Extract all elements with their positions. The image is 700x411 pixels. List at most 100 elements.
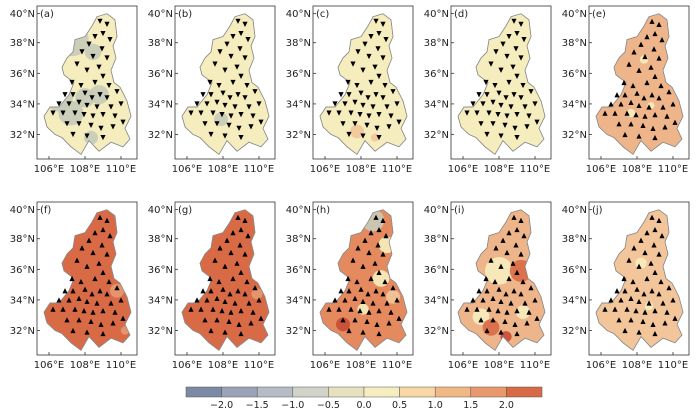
station-marker [90, 113, 96, 119]
lat-tick-label: 32°N [10, 326, 35, 337]
station-marker [636, 298, 642, 305]
station-marker [216, 278, 222, 285]
station-marker [524, 320, 530, 326]
station-marker [219, 112, 225, 118]
station-marker [97, 214, 103, 220]
station-marker [631, 49, 637, 55]
station-marker [70, 327, 76, 334]
station-marker [208, 131, 214, 138]
station-marker [498, 263, 504, 269]
station-marker [373, 288, 379, 294]
station-marker [534, 119, 540, 125]
station-marker [514, 30, 520, 37]
station-marker [514, 269, 520, 275]
colorbar-tick-label: −1.0 [281, 400, 304, 411]
station-marker [120, 119, 126, 125]
station-marker [641, 291, 647, 297]
station-marker [66, 101, 72, 107]
panel-frame [312, 201, 414, 356]
station-marker [86, 237, 92, 243]
station-marker [474, 306, 480, 312]
lon-tick-label: 108°E [208, 360, 238, 371]
station-marker [114, 89, 120, 95]
lon-tick-label: 110°E [520, 164, 550, 175]
station-marker [628, 99, 634, 105]
station-marker [108, 300, 114, 306]
station-marker [202, 317, 208, 323]
station-marker [495, 308, 501, 314]
station-marker [376, 269, 382, 275]
station-marker [502, 318, 508, 324]
station-marker [204, 297, 210, 303]
station-marker [357, 112, 363, 118]
station-marker [242, 95, 248, 101]
station-marker [526, 309, 532, 315]
lon-tick-label: 106°E [34, 360, 64, 371]
lon-tick-label: 106°E [34, 164, 64, 175]
station-marker [238, 330, 244, 337]
province-region [181, 13, 270, 155]
station-marker [670, 101, 676, 107]
station-marker [511, 18, 517, 24]
station-marker [373, 214, 379, 220]
colorbar-tick-label: −0.5 [317, 400, 340, 411]
station-marker [352, 317, 358, 323]
lat-tick-label: 40°N [286, 205, 311, 216]
station-marker [357, 308, 363, 314]
station-marker [202, 121, 208, 127]
panel-label: (f) [40, 205, 51, 216]
station-marker [514, 226, 520, 233]
station-marker [376, 134, 382, 141]
station-marker [636, 263, 642, 269]
station-marker [92, 79, 98, 86]
station-marker [86, 41, 92, 47]
station-marker [76, 121, 82, 127]
station-marker [508, 104, 514, 110]
station-marker [631, 245, 637, 251]
anomaly-patches [251, 288, 263, 300]
station-marker [220, 90, 226, 96]
station-marker [622, 327, 628, 334]
station-marker [626, 257, 632, 263]
station-marker [256, 297, 262, 303]
station-marker [658, 82, 664, 89]
station-marker [97, 92, 103, 98]
station-marker [245, 37, 251, 43]
station-marker [112, 309, 118, 315]
lon-tick-label: 106°E [172, 164, 202, 175]
lon-tick-label: 108°E [70, 164, 100, 175]
lon-tick-label: 108°E [622, 164, 652, 175]
province-region [43, 209, 132, 351]
station-marker [628, 317, 634, 323]
station-marker [100, 73, 106, 79]
station-marker [350, 257, 356, 263]
station-marker [376, 308, 382, 314]
station-marker [521, 37, 527, 43]
panel-frame [312, 5, 414, 160]
station-marker [64, 121, 70, 127]
station-marker [256, 101, 262, 107]
station-marker [641, 95, 647, 101]
station-marker [219, 308, 225, 314]
anomaly-patch [644, 301, 654, 311]
lat-tick-label: 34°N [148, 295, 173, 306]
station-marker [672, 315, 678, 321]
lat-tick-label: 38°N [10, 234, 35, 245]
colorbar-tick-label: 1.0 [428, 400, 443, 411]
station-marker [496, 286, 502, 292]
station-marker [98, 321, 104, 327]
lat-tick-label: 34°N [10, 99, 35, 110]
station-marker [340, 121, 346, 127]
station-marker [92, 275, 98, 282]
station-marker [518, 95, 524, 101]
station-marker [534, 315, 540, 321]
station-marker [656, 95, 662, 101]
province-region [457, 13, 546, 155]
province-region [319, 209, 408, 351]
station-marker [56, 297, 62, 303]
station-marker [198, 306, 204, 312]
station-marker [642, 249, 648, 256]
station-marker [513, 46, 519, 52]
station-marker [376, 30, 382, 37]
station-marker [518, 251, 524, 257]
